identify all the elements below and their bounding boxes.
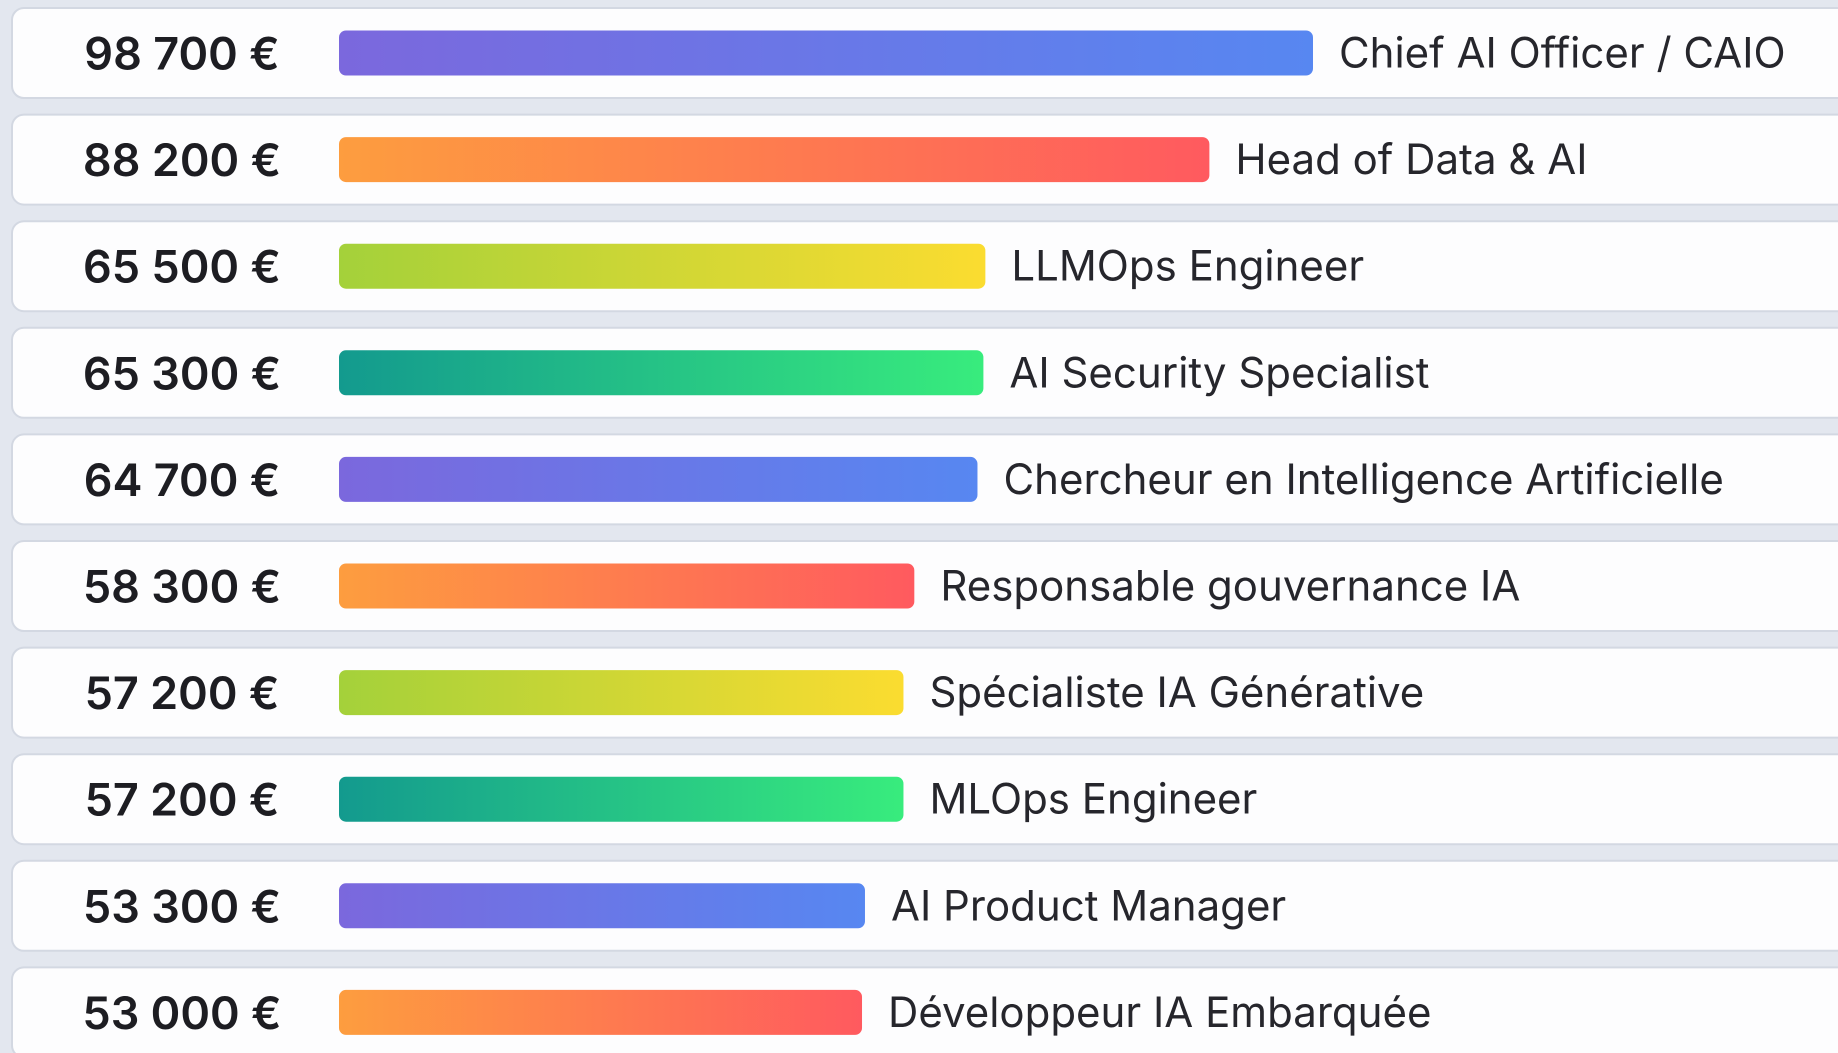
category-label: Responsable gouvernance IA <box>940 561 1520 612</box>
value-label: 65 300 € <box>83 345 281 400</box>
category-label: Chercheur en Intelligence Artificielle <box>1003 454 1723 505</box>
value-label: 58 300 € <box>83 559 281 614</box>
bar <box>339 776 904 822</box>
bar <box>339 137 1210 183</box>
category-label: MLOps Engineer <box>929 774 1257 825</box>
value-label: 98 700 € <box>84 26 279 81</box>
bar <box>339 350 984 396</box>
bar <box>339 670 904 716</box>
category-label: AI Security Specialist <box>1009 347 1429 398</box>
value-label: 88 200 € <box>83 132 281 187</box>
value-label: 64 700 € <box>84 452 281 507</box>
bar <box>339 30 1313 76</box>
category-label: AI Product Manager <box>891 880 1286 931</box>
value-label: 53 000 € <box>82 985 281 1040</box>
category-label: Spécialiste IA Générative <box>929 667 1424 718</box>
value-label: 65 500 € <box>83 239 281 294</box>
value-label: 57 200 € <box>85 772 280 827</box>
value-label: 57 200 € <box>85 665 280 720</box>
category-label: Développeur IA Embarquée <box>888 987 1431 1038</box>
bar <box>339 883 865 929</box>
category-label: LLMOps Engineer <box>1011 241 1364 292</box>
value-label: 53 300 € <box>83 878 281 933</box>
row-card <box>11 753 1838 846</box>
category-label: Chief AI Officer / CAIO <box>1339 28 1786 79</box>
row-card <box>11 646 1838 739</box>
bar <box>339 456 978 502</box>
category-label: Head of Data & AI <box>1235 134 1587 185</box>
bar <box>339 243 986 289</box>
bar <box>339 563 915 609</box>
row-card <box>11 540 1838 632</box>
bar <box>339 989 863 1035</box>
